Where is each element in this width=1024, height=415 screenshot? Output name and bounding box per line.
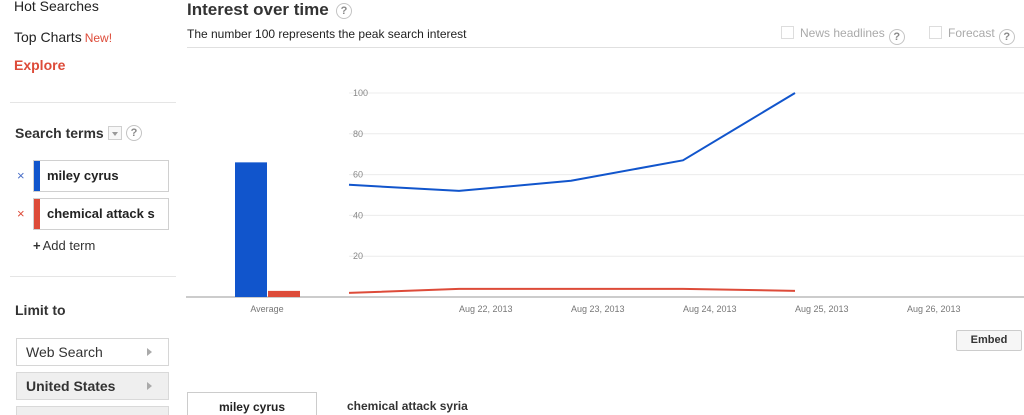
nav-hot-searches[interactable]: Hot Searches: [14, 0, 99, 14]
search-term-chemical-attack[interactable]: × chemical attack s: [14, 198, 170, 230]
search-term-miley-cyrus[interactable]: × miley cyrus: [14, 160, 170, 192]
news-headlines-checkbox[interactable]: [781, 26, 794, 39]
x-tick-label: Aug 24, 2013: [683, 304, 737, 314]
x-tick-label: Aug 22, 2013: [459, 304, 513, 314]
average-bar: [235, 162, 267, 297]
y-tick-label: 20: [353, 251, 363, 261]
new-badge: New!: [84, 31, 113, 45]
page-title: Interest over time: [187, 0, 329, 19]
forecast-label: Forecast: [948, 26, 995, 40]
series-line: [348, 92, 796, 192]
search-term-label: chemical attack s: [47, 206, 155, 221]
remove-term-icon[interactable]: ×: [17, 206, 25, 221]
nav-top-charts[interactable]: Top Charts New!: [14, 29, 112, 45]
forecast-checkbox[interactable]: [929, 26, 942, 39]
remove-term-icon[interactable]: ×: [17, 168, 25, 183]
nav-top-charts-label[interactable]: Top Charts: [14, 29, 82, 45]
tab-miley-cyrus[interactable]: miley cyrus: [187, 392, 317, 415]
search-terms-title: Search terms: [15, 125, 104, 141]
x-tick-label: Aug 25, 2013: [795, 304, 849, 314]
help-icon[interactable]: ?: [336, 3, 352, 19]
limit-web-search-select[interactable]: Web Search: [16, 338, 169, 366]
x-tick-label: Aug 26, 2013: [907, 304, 961, 314]
limit-select-label: Web Search: [26, 344, 103, 360]
help-icon[interactable]: ?: [126, 125, 142, 141]
sidebar: Hot Searches Top Charts New! Explore Sear…: [0, 0, 178, 415]
series-color-swatch: [34, 161, 40, 191]
help-icon[interactable]: ?: [998, 29, 1015, 45]
search-term-label: miley cyrus: [47, 168, 119, 183]
page-subtitle: The number 100 represents the peak searc…: [187, 27, 467, 41]
y-tick-label: 100: [353, 88, 368, 98]
chevron-right-icon: [147, 382, 152, 390]
limit-time-select[interactable]: [16, 406, 169, 415]
header-divider: [187, 47, 1024, 48]
limit-region-select[interactable]: United States: [16, 372, 169, 400]
limit-to-title: Limit to: [15, 302, 66, 318]
interest-over-time-chart: 20 40 60 80 100 Average Aug 22, 2013 Aug 23, 20…: [186, 88, 1024, 314]
help-icon[interactable]: ?: [888, 29, 905, 45]
y-tick-label: 60: [353, 170, 363, 180]
sidebar-divider: [10, 102, 176, 103]
chevron-right-icon: [147, 348, 152, 356]
add-term-label: Add term: [42, 238, 96, 253]
limit-select-label: United States: [26, 378, 116, 394]
embed-button[interactable]: Embed: [956, 330, 1022, 351]
series-line: [348, 287, 796, 294]
news-headlines-option[interactable]: News headlines?: [781, 26, 905, 45]
y-tick-label: 40: [353, 210, 363, 220]
average-bar: [268, 290, 300, 297]
add-term-button[interactable]: + Add term: [33, 238, 95, 253]
plus-icon: +: [33, 238, 41, 253]
search-term-input[interactable]: miley cyrus: [33, 160, 169, 192]
forecast-option[interactable]: Forecast?: [929, 26, 1015, 45]
tab-chemical-attack-syria[interactable]: chemical attack syria: [347, 399, 468, 413]
y-tick-label: 80: [353, 129, 363, 139]
average-label: Average: [250, 304, 283, 314]
x-tick-label: Aug 23, 2013: [571, 304, 625, 314]
series-color-swatch: [34, 199, 40, 229]
news-headlines-label: News headlines: [800, 26, 885, 40]
sidebar-divider: [10, 276, 176, 277]
nav-explore[interactable]: Explore: [14, 57, 66, 73]
search-terms-dropdown-button[interactable]: [108, 126, 122, 140]
search-term-input[interactable]: chemical attack s: [33, 198, 169, 230]
